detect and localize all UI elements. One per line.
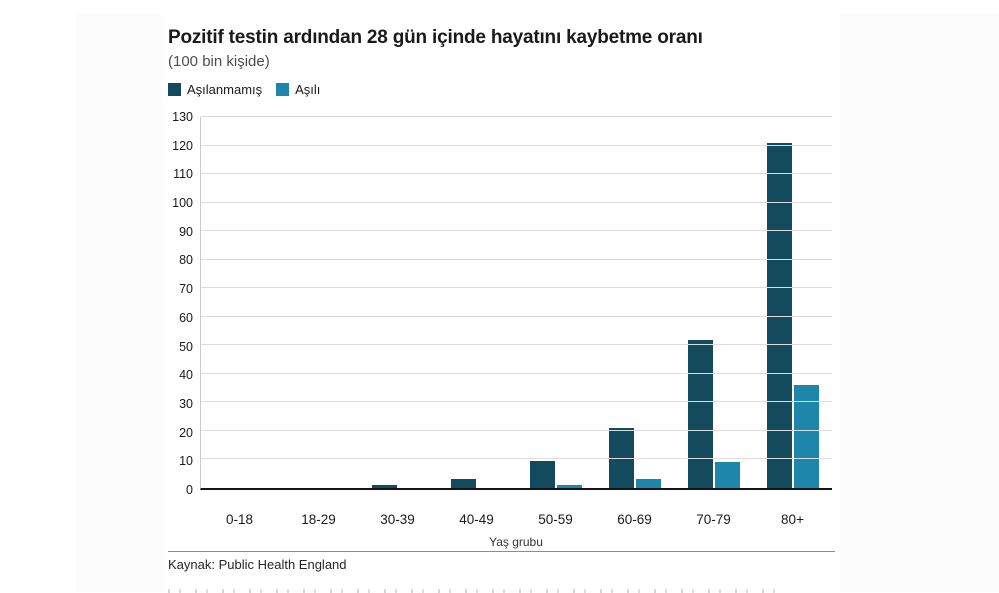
y-tick-label: 80 <box>179 253 193 268</box>
gridline <box>201 315 832 317</box>
y-tick-label: 130 <box>172 110 193 124</box>
gridline <box>201 458 832 460</box>
clipped-caption <box>168 589 788 593</box>
bar-unvaccinated <box>451 479 477 488</box>
plot-area <box>200 116 832 490</box>
y-tick-label: 60 <box>179 310 193 325</box>
bar-group-40-49 <box>438 117 517 488</box>
x-axis-category-labels: 0-18 18-29 30-39 40-49 50-59 60-69 70-79 80+ <box>200 502 832 527</box>
y-tick-label: 10 <box>179 454 193 469</box>
bar-vaccinated <box>556 485 582 488</box>
bar-unvaccinated <box>687 339 713 488</box>
x-category-label: 30-39 <box>380 512 415 527</box>
x-category-label: 0-18 <box>225 512 254 527</box>
bar-unvaccinated <box>372 485 398 488</box>
legend-swatch-vaccinated-icon <box>276 83 290 96</box>
y-tick-label: 0 <box>186 483 193 497</box>
y-tick-label: 110 <box>173 167 193 182</box>
chart-card: Pozitif testin ardından 28 gün içinde ha… <box>163 13 840 593</box>
y-tick-label: 20 <box>179 425 193 440</box>
gridline <box>201 230 832 232</box>
x-category-label: 50-59 <box>538 512 573 527</box>
gridline <box>201 372 832 374</box>
gridline <box>201 287 832 289</box>
gridline <box>201 344 832 346</box>
y-tick-label: 70 <box>179 282 193 297</box>
gridline <box>201 173 832 175</box>
x-category-label: 80+ <box>781 512 804 527</box>
y-tick-label: 50 <box>179 339 193 354</box>
bar-vaccinated <box>714 462 740 488</box>
chart-legend: Aşılanmamış Aşılı <box>168 82 320 97</box>
x-category-label: 18-29 <box>301 512 336 527</box>
footer-divider <box>168 551 835 552</box>
bar-unvaccinated <box>608 428 634 488</box>
bar-vaccinated <box>635 479 661 488</box>
chart-subtitle: (100 bin kişide) <box>168 53 270 70</box>
bar-unvaccinated <box>529 460 555 488</box>
y-tick-label: 90 <box>179 224 193 239</box>
bar-group-70-79 <box>674 117 753 488</box>
bar-group-60-69 <box>595 117 674 488</box>
legend-swatch-unvaccinated-icon <box>168 83 181 96</box>
gridline <box>201 116 832 117</box>
x-axis-title: Yaş grubu <box>489 535 543 549</box>
chart-title: Pozitif testin ardından 28 gün içinde ha… <box>168 27 703 48</box>
legend-label-vaccinated: Aşılı <box>295 82 321 97</box>
gridline <box>201 144 832 146</box>
y-tick-label: 120 <box>172 138 193 153</box>
gridline <box>201 401 832 403</box>
gridline <box>201 201 832 203</box>
source-text: Kaynak: Public Health England <box>168 557 347 572</box>
y-tick-label: 100 <box>172 196 193 211</box>
bar-group-50-59 <box>517 117 596 488</box>
x-category-label: 70-79 <box>696 512 731 527</box>
y-tick-label: 30 <box>179 396 193 411</box>
x-category-label: 40-49 <box>459 512 494 527</box>
gridline <box>201 429 832 431</box>
y-tick-label: 40 <box>179 368 193 383</box>
gridline <box>201 258 832 260</box>
legend-label-unvaccinated: Aşılanmamış <box>187 82 263 97</box>
legend-item-unvaccinated: Aşılanmamış <box>168 82 262 97</box>
x-category-label: 60-69 <box>617 512 652 527</box>
bar-group-30-39 <box>359 117 438 488</box>
legend-item-vaccinated: Aşılı <box>276 82 320 97</box>
